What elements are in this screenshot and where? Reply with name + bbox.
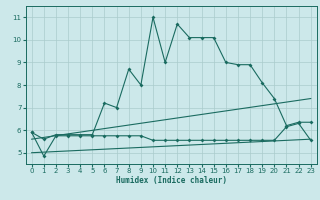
X-axis label: Humidex (Indice chaleur): Humidex (Indice chaleur) — [116, 176, 227, 185]
